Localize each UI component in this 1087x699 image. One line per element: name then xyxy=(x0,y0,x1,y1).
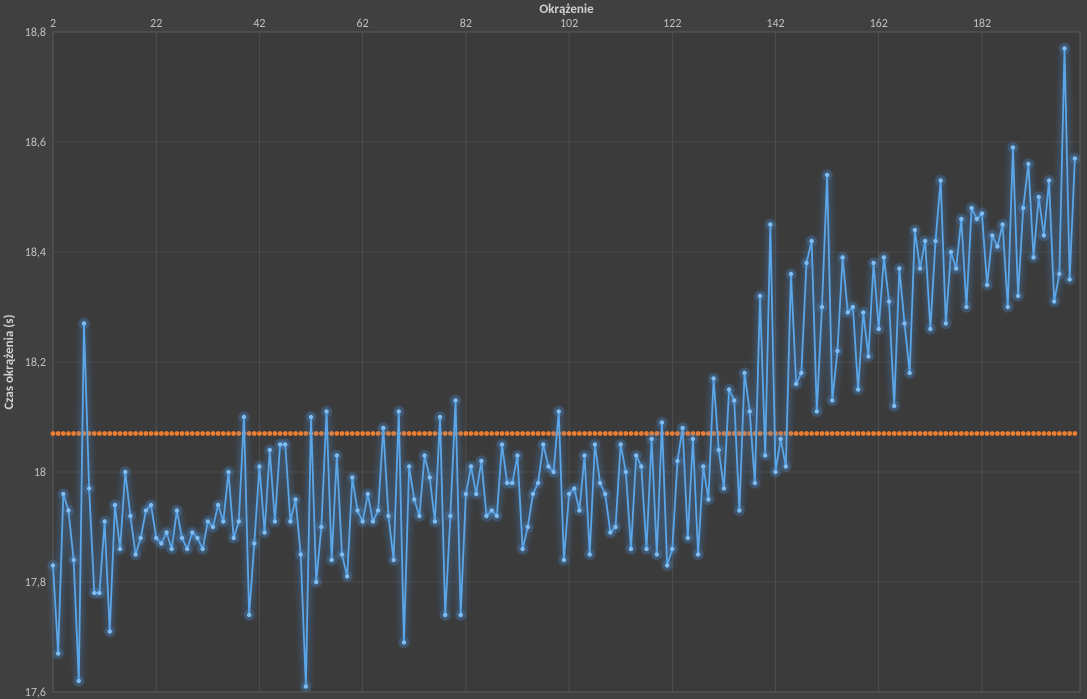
svg-text:42: 42 xyxy=(253,17,265,31)
svg-text:122: 122 xyxy=(663,17,681,31)
svg-text:102: 102 xyxy=(560,17,578,31)
svg-text:182: 182 xyxy=(973,17,991,31)
svg-text:18,4: 18,4 xyxy=(25,246,46,260)
x-tick-labels: 222426282102122142162182 xyxy=(50,17,991,31)
svg-text:142: 142 xyxy=(766,17,784,31)
svg-text:22: 22 xyxy=(150,17,162,31)
x-axis-title: Okrążenie xyxy=(539,2,594,17)
y-axis-title: Czas okrążenia (s) xyxy=(2,315,17,410)
lap-time-chart: 222426282102122142162182 17,617,81818,21… xyxy=(0,0,1087,699)
svg-text:17,6: 17,6 xyxy=(25,686,46,699)
svg-text:18,2: 18,2 xyxy=(25,356,46,370)
svg-text:17,8: 17,8 xyxy=(25,576,46,590)
svg-text:18,8: 18,8 xyxy=(25,26,46,40)
y-tick-labels: 17,6 17,8 18 18,2 18,4 18,6 18,8 xyxy=(25,26,46,699)
svg-text:82: 82 xyxy=(460,17,472,31)
svg-text:18,6: 18,6 xyxy=(25,136,46,150)
svg-text:62: 62 xyxy=(357,17,369,31)
svg-text:18: 18 xyxy=(34,466,46,480)
svg-text:162: 162 xyxy=(870,17,888,31)
svg-text:2: 2 xyxy=(50,17,56,31)
